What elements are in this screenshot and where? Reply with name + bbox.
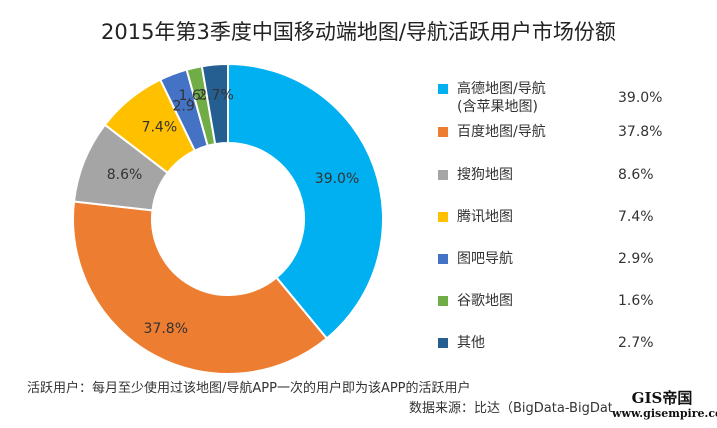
- slice-label-0: 39.0%: [315, 171, 359, 187]
- legend-name-6: 其他: [457, 335, 485, 351]
- legend-value-5: 1.6%: [618, 293, 654, 309]
- legend-value-6: 2.7%: [618, 335, 654, 351]
- legend-name-5: 谷歌地图: [457, 293, 513, 309]
- chart-title: 2015年第3季度中国移动端地图/导航活跃用户市场份额: [101, 20, 616, 44]
- legend-swatch-3: [438, 212, 448, 222]
- legend-name-4: 图吧导航: [457, 251, 513, 267]
- legend-name-2: 搜狗地图: [457, 167, 513, 183]
- legend-name-1: 百度地图/导航: [457, 124, 546, 140]
- legend-swatch-6: [438, 338, 448, 348]
- legend-value-4: 2.9%: [618, 251, 654, 267]
- slice-label-2: 8.6%: [107, 167, 143, 183]
- legend-swatch-1: [438, 127, 448, 137]
- legend-value-1: 37.8%: [618, 124, 663, 140]
- slice-6: [200, 62, 229, 146]
- legend-name-3: 腾讯地图: [457, 209, 513, 225]
- chart-legend: 高德地图/导航 (含苹果地图) 39.0% 百度地图/导航 37.8% 搜狗地图 8.6% 腾…: [438, 0, 717, 428]
- footnote: 活跃用户：每月至少使用过该地图/导航APP一次的用户即为该APP的活跃用户: [27, 381, 471, 396]
- legend-swatch-2: [438, 170, 448, 180]
- legend-swatch-5: [438, 296, 448, 306]
- slice-label-1: 37.8%: [144, 321, 188, 337]
- slice-label-3: 7.4%: [142, 120, 178, 136]
- watermark-top: GIS帝国: [631, 389, 693, 407]
- legend-swatch-0: [438, 84, 448, 94]
- watermark-bottom: www.gisempire.com: [612, 407, 717, 420]
- slice-0: [227, 62, 384, 340]
- legend-value-2: 8.6%: [618, 167, 654, 183]
- legend-name-0: 高德地图/导航: [457, 81, 546, 97]
- watermark-logo: GIS帝国 www.gisempire.com: [612, 389, 717, 424]
- slice-label-5: 1.6%: [178, 88, 214, 104]
- slice-1: [72, 200, 329, 375]
- legend-sub-0: (含苹果地图): [457, 99, 538, 115]
- slice-label-6: 2.7%: [198, 87, 234, 103]
- legend-value-0: 39.0%: [618, 90, 663, 106]
- legend-swatch-4: [438, 254, 448, 264]
- legend-value-3: 7.4%: [618, 209, 654, 225]
